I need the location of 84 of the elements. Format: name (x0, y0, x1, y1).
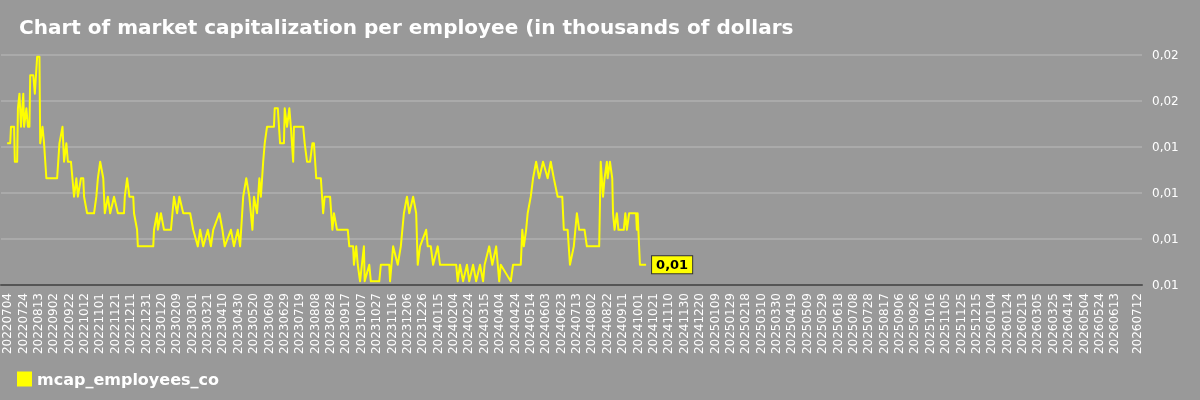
x-tick-label: 20230609 (261, 293, 276, 355)
x-tick-label: 20230301 (184, 293, 199, 355)
x-tick-label: 20251105 (938, 293, 953, 355)
data-label: 0,01 (656, 257, 689, 273)
x-tick-label: 20220902 (46, 293, 61, 355)
x-tick-label: 20251215 (968, 293, 983, 355)
x-tick-label: 20240911 (615, 293, 630, 355)
x-tick-label: 20231116 (384, 293, 399, 355)
x-tick-label: 20230410 (215, 293, 230, 355)
y-tick-label: 0,02 (1152, 48, 1179, 62)
x-tick-label: 20260213 (1015, 293, 1030, 355)
x-tick-label: 20240623 (553, 293, 568, 355)
x-tick-label: 20241021 (646, 293, 660, 355)
x-tick-label: 20230520 (246, 293, 261, 355)
x-tick-label: 20250926 (907, 293, 922, 355)
x-tick-label: 20240404 (492, 293, 507, 355)
x-tick-label: 20240424 (507, 293, 522, 355)
x-tick-label: 20260104 (984, 293, 999, 355)
x-tick-label: 20250419 (784, 293, 799, 355)
y-tick-label: 0,02 (1152, 94, 1179, 108)
x-tick-label: 20221211 (123, 293, 138, 355)
x-tick-label: 20230828 (323, 293, 338, 355)
x-tick-label: 20240224 (461, 293, 476, 355)
x-tick-label: 20221101 (92, 293, 107, 355)
x-tick-label: 20221012 (77, 293, 92, 355)
x-tick-label: 20230629 (276, 293, 291, 355)
x-tick-label: 20260124 (999, 293, 1014, 355)
x-tick-label: 20260712 (1129, 293, 1144, 355)
x-tick-label: 20251125 (953, 293, 968, 355)
x-tick-label: 20240822 (599, 293, 614, 355)
x-tick-label: 20221121 (107, 293, 122, 355)
x-tick-label: 20241130 (676, 293, 691, 355)
line-series (6, 55, 648, 283)
x-tick-label: 20240802 (584, 293, 599, 355)
x-tick-label: 20230321 (200, 293, 215, 355)
x-tick-label: 20221231 (138, 293, 153, 355)
x-tick-label: 20250509 (799, 293, 814, 355)
x-tick-label: 20240603 (538, 293, 553, 355)
x-tick-label: 20220724 (15, 293, 30, 355)
x-tick-label: 20250330 (769, 293, 784, 355)
x-tick-label: 20220704 (0, 293, 15, 355)
x-tick-label: 20230209 (169, 293, 184, 355)
y-tick-label: 0,01 (1152, 186, 1179, 200)
x-tick-label: 20250708 (845, 293, 860, 355)
x-tick-label: 20240713 (569, 293, 584, 355)
x-tick-label: 20231007 (353, 293, 368, 355)
x-tick-label: 20231226 (415, 293, 430, 355)
x-tick-label: 20260613 (1107, 293, 1122, 355)
legend-label: mcap_employees_co (37, 369, 219, 389)
x-tick-label: 20260325 (1045, 293, 1060, 355)
x-tick-label: 20240315 (476, 293, 491, 355)
y-tick-label: 0,01 (1152, 232, 1179, 246)
x-tick-label: 20260414 (1061, 293, 1076, 355)
x-tick-label: 20250618 (830, 293, 845, 355)
x-tick-label: 20250906 (892, 293, 907, 355)
x-tick-label: 20260305 (1030, 293, 1045, 355)
x-tick-label: 20241220 (692, 293, 707, 355)
x-tick-label: 20260524 (1091, 293, 1106, 355)
x-tick-label: 20251016 (922, 293, 937, 355)
x-tick-label: 20250728 (861, 293, 876, 355)
x-tick-label: 20230430 (230, 293, 245, 355)
x-tick-label: 20241110 (661, 293, 676, 355)
chart-title: Chart of market capitalization per employee (in thousands of dollars (19, 15, 794, 39)
x-tick-label: 20240115 (430, 293, 445, 355)
x-tick-label: 20231206 (399, 293, 414, 355)
x-tick-label: 20230719 (292, 293, 307, 355)
x-tick-label: 20220922 (61, 293, 76, 355)
x-tick-label: 20240204 (446, 293, 461, 355)
x-tick-label: 20250529 (815, 293, 830, 355)
x-tick-label: 20230808 (307, 293, 322, 355)
x-tick-label: 20230917 (338, 293, 353, 355)
x-tick-label: 20231027 (369, 293, 384, 355)
x-tick-label: 20230120 (153, 293, 168, 355)
x-tick-label: 20241001 (630, 293, 645, 355)
x-tick-label: 20260504 (1076, 293, 1091, 355)
x-tick-label: 20250218 (738, 293, 753, 355)
x-tick-label: 20250109 (707, 293, 722, 355)
y-tick-label: 0,01 (1152, 140, 1179, 154)
x-tick-label: 20220813 (30, 293, 45, 355)
x-tick-label: 20250310 (753, 293, 768, 355)
x-tick-label: 20250129 (722, 293, 737, 355)
x-tick-label: 20250817 (876, 293, 891, 355)
y-tick-label: 0,01 (1152, 278, 1179, 292)
x-tick-label: 20240514 (522, 293, 537, 355)
